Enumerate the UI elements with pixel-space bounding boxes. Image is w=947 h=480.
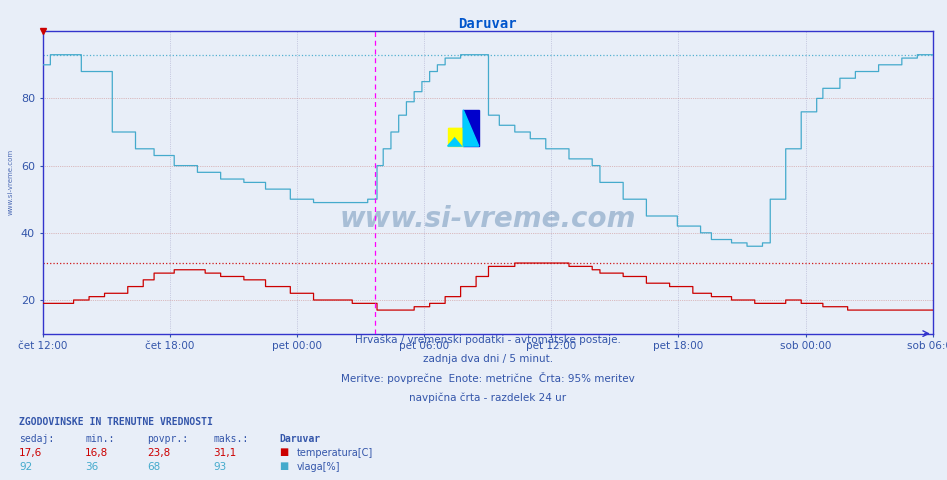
Polygon shape xyxy=(448,128,463,146)
Bar xyxy=(463,110,479,146)
Text: navpična črta - razdelek 24 ur: navpična črta - razdelek 24 ur xyxy=(409,392,566,403)
Text: sedaj:: sedaj: xyxy=(19,433,54,444)
Text: 17,6: 17,6 xyxy=(19,448,43,458)
Text: 36: 36 xyxy=(85,462,98,472)
Polygon shape xyxy=(463,110,479,146)
Text: temperatura[C]: temperatura[C] xyxy=(296,448,373,458)
Text: 23,8: 23,8 xyxy=(147,448,170,458)
Text: 92: 92 xyxy=(19,462,32,472)
Text: 68: 68 xyxy=(147,462,160,472)
Text: 16,8: 16,8 xyxy=(85,448,109,458)
Text: ZGODOVINSKE IN TRENUTNE VREDNOSTI: ZGODOVINSKE IN TRENUTNE VREDNOSTI xyxy=(19,417,213,427)
Text: zadnja dva dni / 5 minut.: zadnja dva dni / 5 minut. xyxy=(422,354,553,364)
Text: vlaga[%]: vlaga[%] xyxy=(296,462,340,472)
Text: ■: ■ xyxy=(279,446,289,456)
Text: Hrvaška / vremenski podatki - avtomatske postaje.: Hrvaška / vremenski podatki - avtomatske… xyxy=(355,335,620,345)
Text: Meritve: povprečne  Enote: metrične  Črta: 95% meritev: Meritve: povprečne Enote: metrične Črta:… xyxy=(341,372,634,384)
Text: ■: ■ xyxy=(279,461,289,471)
Text: www.si-vreme.com: www.si-vreme.com xyxy=(339,204,636,233)
Text: min.:: min.: xyxy=(85,433,115,444)
Bar xyxy=(448,128,463,146)
Text: www.si-vreme.com: www.si-vreme.com xyxy=(8,149,13,216)
Text: maks.:: maks.: xyxy=(213,433,248,444)
Text: Daruvar: Daruvar xyxy=(279,433,320,444)
Text: povpr.:: povpr.: xyxy=(147,433,188,444)
Polygon shape xyxy=(448,128,463,146)
Text: 31,1: 31,1 xyxy=(213,448,237,458)
Text: 93: 93 xyxy=(213,462,226,472)
Text: Daruvar: Daruvar xyxy=(458,17,517,31)
